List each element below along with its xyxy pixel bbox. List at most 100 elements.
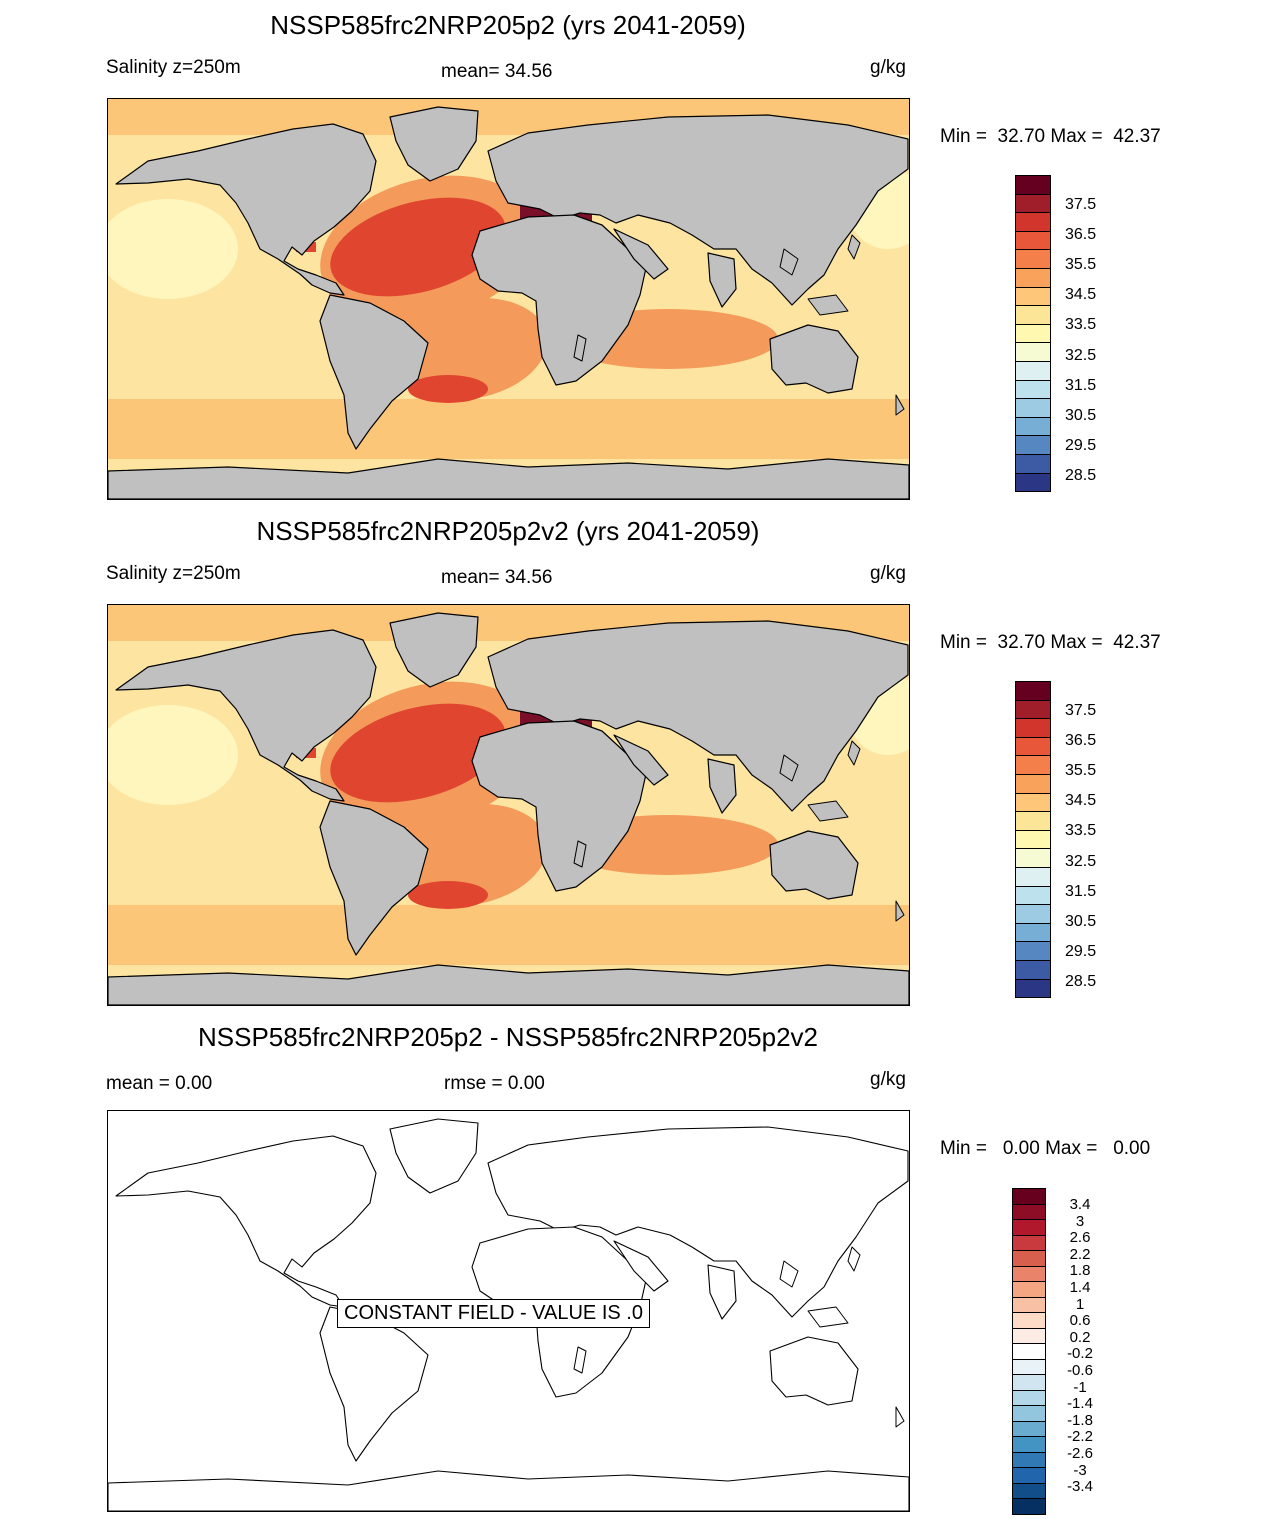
south-atlantic-salty-region [388,297,548,401]
salinity-colorbar-tick-label: 36.5 [1065,226,1097,244]
salinity-colorbar-tick-label: 37.5 [1065,196,1097,213]
salinity-colorbar-tick-label: 32.5 [1065,852,1097,870]
salinity-colorbar-swatch [1015,811,1051,831]
salinity-colorbar-tick-label: 33.5 [1065,316,1097,334]
salinity-colorbar-tick-label: 35.5 [1065,762,1097,780]
island [573,840,587,868]
difference-colorbar-swatch [1012,1281,1046,1298]
pacific-pale-region [108,199,238,299]
difference-colorbar-tick-label: -3.4 [1067,1478,1093,1496]
island [573,334,587,362]
panel-2-mean-label: mean= 34.56 [441,567,553,588]
island-coastline [779,1260,799,1288]
island [847,740,861,766]
salinity-colorbar-tick-label: 33.5 [1065,822,1097,840]
panel-1-variable-label: Salinity z=250m [106,57,241,78]
coastline [115,1135,377,1308]
salinity-colorbar-swatch [1015,175,1051,195]
panel-1-mean-label: mean= 34.56 [441,61,553,82]
island [895,394,905,416]
salinity-colorbar-swatch [1015,379,1051,400]
coastline [319,1306,429,1462]
land-mass [769,830,859,900]
salinity-colorbar-swatch [1015,398,1051,418]
panel-2-title: NSSP585frc2NRP205p2v2 (yrs 2041-2059) [256,516,760,546]
salinity-colorbar-tick-label: 28.5 [1065,466,1097,484]
difference-colorbar-swatch [1012,1188,1046,1205]
panel-1-minmax: Min = 32.70 Max = 42.37 [940,126,1161,147]
salinity-colorbar-swatch [1015,342,1051,362]
north-atlantic-core [330,197,506,297]
salinity-colorbar-swatch [1015,472,1051,493]
land-mass [115,629,377,802]
salinity-colorbar-tick-label: 31.5 [1065,376,1097,394]
panel-3-units: g/kg [870,1069,906,1090]
salinity-colorbar-swatch [1015,736,1051,757]
coastline [769,1336,859,1406]
island [895,900,905,922]
pacific-pale-region [108,705,238,805]
salinity-colorbar-swatch [1015,286,1051,307]
salinity-colorbar-swatch [1015,718,1051,738]
difference-colorbar-swatch [1012,1389,1046,1406]
difference-colorbar-swatch [1012,1265,1046,1282]
difference-colorbar-swatch [1012,1234,1046,1251]
panel-2-units: g/kg [870,563,906,584]
salinity-colorbar-swatch [1015,699,1051,720]
land-mass [613,734,669,786]
land-mass [319,294,429,450]
north-atlantic-core [330,703,506,803]
panel-3-rmse-label: rmse = 0.00 [444,1073,545,1094]
salinity-colorbar-swatch [1015,249,1051,269]
difference-colorbar-tick-label: 1.4 [1069,1279,1091,1296]
difference-colorbar-swatch [1012,1436,1046,1453]
panel-2-minmax: Min = 32.70 Max = 42.37 [940,632,1161,653]
salinity-colorbar-swatch [1015,960,1051,980]
difference-colorbar-swatch [1012,1343,1046,1360]
difference-colorbar-tick-label: -0.2 [1067,1345,1093,1363]
panel-2-map [107,604,910,1006]
salinity-colorbar-tick-label: 35.5 [1065,256,1097,274]
salinity-colorbar-tick-label: 30.5 [1065,406,1097,424]
land-mass [707,758,737,814]
panel-1-map [107,98,910,500]
salinity-colorbar-swatch [1015,848,1051,868]
salinity-colorbar-swatch [1015,681,1051,701]
difference-colorbar-tick-label: 3 [1075,1212,1085,1230]
salinity-colorbar-tick-label: 36.5 [1065,732,1097,750]
difference-colorbar-tick-label: 1.8 [1069,1262,1091,1280]
land-mass [108,458,909,499]
island [779,248,799,276]
south-atlantic-salty-region [388,803,548,907]
salinity-colorbar-swatch [1015,829,1051,850]
island-coastline [573,1346,587,1374]
land-mass [707,252,737,308]
salinity-colorbar-swatch [1015,454,1051,474]
land-mass [108,964,909,1005]
difference-colorbar-swatch [1012,1498,1046,1515]
land-mass [471,214,649,386]
difference-colorbar-swatch [1012,1420,1046,1437]
island [807,294,849,316]
land-mass [319,800,429,956]
panel-2-variable-label: Salinity z=250m [106,563,241,584]
difference-colorbar-swatch [1012,1405,1046,1422]
salinity-colorbar-swatch [1015,361,1051,381]
land-mass [389,106,479,182]
salinity-colorbar-swatch [1015,416,1051,437]
salinity-colorbar-swatch [1015,755,1051,775]
salinity-colorbar-swatch [1015,305,1051,325]
difference-colorbar-swatch [1012,1203,1046,1220]
island [807,800,849,822]
salinity-colorbar-tick-label: 34.5 [1065,792,1097,810]
land-mass [471,720,649,892]
difference-colorbar-tick-label: -1.4 [1067,1395,1093,1413]
difference-colorbar-swatch [1012,1451,1046,1468]
salinity-colorbar-swatch [1015,435,1051,455]
salinity-colorbar-swatch [1015,268,1051,288]
salinity-colorbar-tick-label: 28.5 [1065,972,1097,990]
difference-colorbar-tick-label: 1 [1075,1295,1085,1313]
difference-colorbar-tick-label: 2.6 [1069,1229,1091,1247]
land-mass [769,324,859,394]
land-mass [115,123,377,296]
